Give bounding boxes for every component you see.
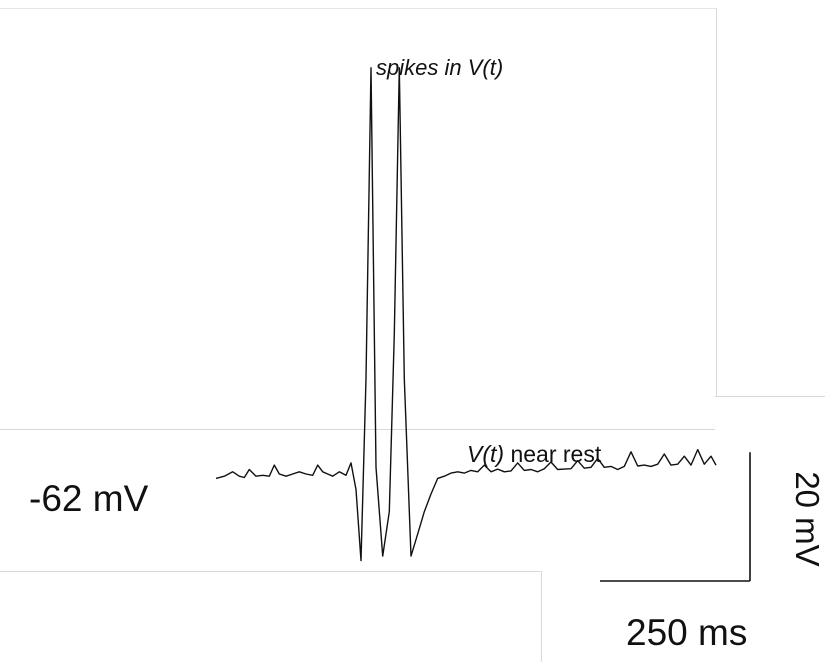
figure-fragment-top — [0, 8, 717, 430]
trace-layer — [215, 67, 717, 562]
figure-fragment-right — [715, 396, 825, 437]
scale-bar — [600, 452, 751, 582]
time-scale-label: 250 ms — [626, 612, 748, 653]
voltage-scale-label: 20 mV — [789, 471, 825, 567]
rest-annotation-text: near rest — [510, 441, 602, 467]
resting-potential-label: -62 mV — [29, 478, 149, 519]
rest-annotation: V(t) near rest — [467, 441, 601, 468]
figure-fragment-bottom — [0, 571, 542, 662]
rest-annotation-vt: V(t) — [467, 441, 505, 467]
voltage-trace-line — [215, 67, 717, 562]
spikes-annotation: spikes in V(t) — [376, 55, 504, 80]
